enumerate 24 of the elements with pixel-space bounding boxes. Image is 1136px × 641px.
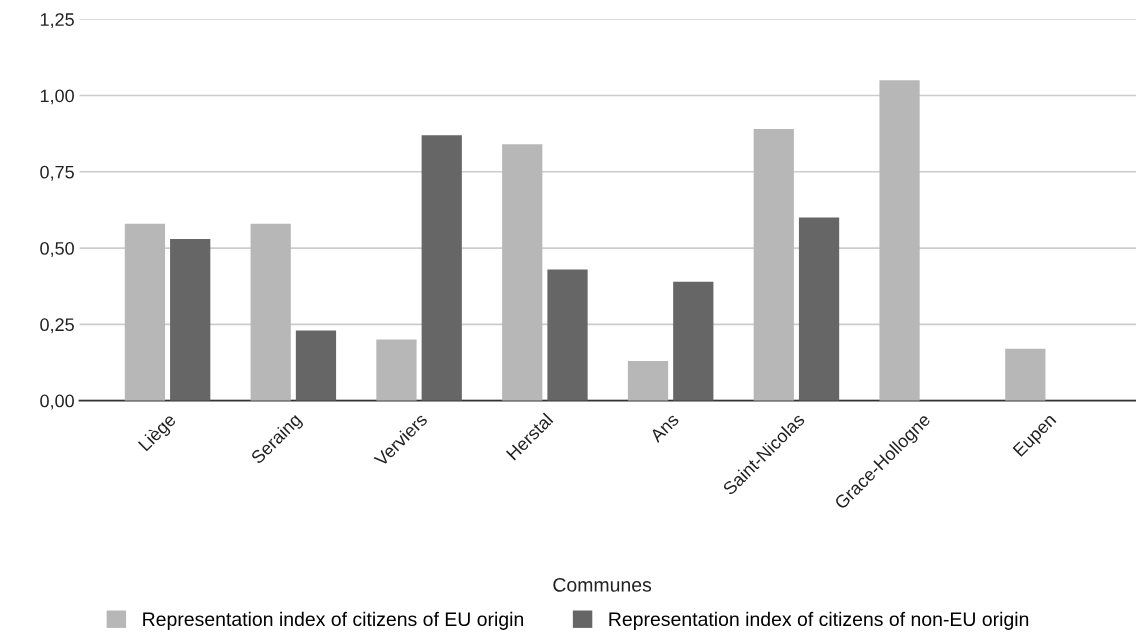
y-tick-label: 0,50 — [40, 242, 74, 257]
bar — [627, 360, 669, 401]
y-tick-label: 0,25 — [40, 318, 74, 334]
bar — [673, 281, 714, 401]
legend-label: Representation index of citizens of non-EU origin — [609, 611, 1029, 630]
bar — [753, 129, 794, 401]
y-tick-label: 0,75 — [40, 165, 74, 181]
y-tick-label: 1,25 — [40, 13, 74, 29]
bar — [250, 223, 291, 401]
bar — [879, 80, 920, 401]
y-tick-label: 1,00 — [40, 89, 74, 105]
bar — [170, 238, 211, 401]
x-axis-title: Communes — [553, 577, 652, 592]
bar — [124, 223, 166, 401]
bar — [502, 144, 543, 401]
x-tick-label: Ans — [649, 412, 680, 444]
bar — [295, 330, 337, 401]
y-tick-label: 0,00 — [40, 394, 74, 410]
bar — [547, 269, 588, 401]
bar — [421, 135, 462, 401]
bar — [1005, 348, 1046, 401]
bar — [376, 339, 417, 401]
legend-label: Representation index of citizens of EU origin — [143, 611, 523, 630]
bar — [798, 217, 840, 401]
